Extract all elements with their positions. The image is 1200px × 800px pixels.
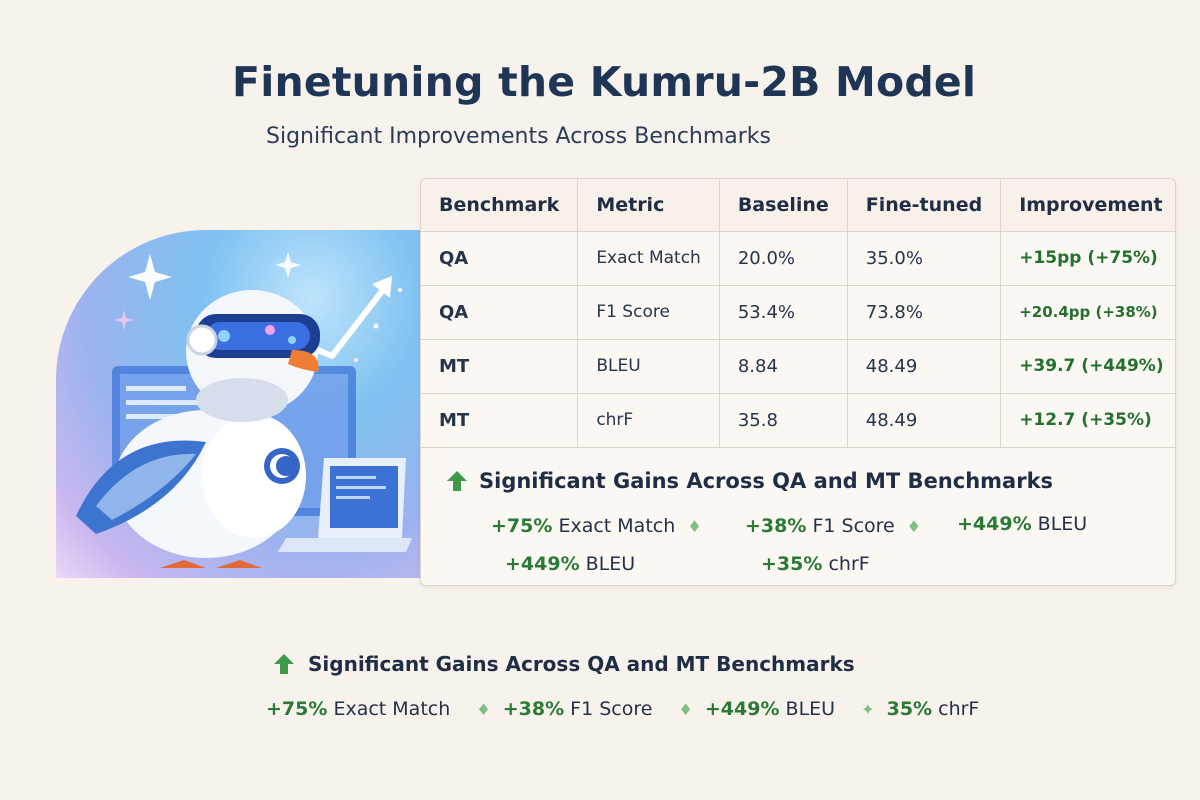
mascot-illustration: [56, 230, 420, 578]
cell-improvement: +15pp (+75%): [1000, 231, 1175, 286]
col-header-fine-tuned: Fine-tuned: [847, 179, 1002, 232]
card-gains-heading-text: Significant Gains Across QA and MT Bench…: [479, 469, 1054, 493]
cell-baseline: 35.8: [719, 393, 848, 448]
bird-mascot-icon: [76, 252, 412, 568]
gain-chip: 35% chrF: [887, 698, 980, 720]
sparkle-icon: ✦: [861, 700, 875, 719]
col-header-baseline: Baseline: [719, 179, 848, 232]
page-title: Finetuning the Kumru-2B Model: [232, 58, 977, 106]
diamond-icon: ♦: [687, 517, 702, 536]
gain-label: Exact Match: [558, 515, 676, 537]
diamond-icon: ♦: [476, 700, 491, 719]
cell-improvement: +12.7 (+35%): [1000, 393, 1175, 448]
cell-fine-tuned: 35.0%: [847, 231, 1002, 286]
gain-percent: +449%: [505, 553, 580, 575]
gain-chip: +449% BLEU: [957, 513, 1087, 535]
cell-metric: BLEU: [577, 339, 720, 394]
cell-benchmark: QA: [421, 231, 579, 286]
gain-percent: +449%: [704, 698, 780, 720]
col-header-benchmark: Benchmark: [421, 179, 579, 232]
col-header-improvement: Improvement: [1000, 179, 1175, 232]
diamond-icon: ♦: [678, 700, 693, 719]
gain-label: F1 Score: [812, 515, 895, 537]
gain-percent: +449%: [957, 513, 1032, 535]
cell-improvement: +20.4pp (+38%): [1000, 285, 1175, 340]
gain-label: BLEU: [785, 698, 836, 720]
gain-percent: 35%: [886, 698, 933, 720]
gain-chip: +75% Exact Match ♦: [491, 515, 708, 537]
table-row: MT chrF 35.8 48.49 +12.7 (+35%): [421, 393, 1175, 448]
cell-metric: F1 Score: [577, 285, 720, 340]
table-header-row: Benchmark Metric Baseline Fine-tuned Imp…: [421, 179, 1175, 232]
cell-metric: chrF: [577, 393, 720, 448]
gain-percent: +38%: [745, 515, 807, 537]
cell-benchmark: MT: [421, 393, 579, 448]
gain-chip: +75% Exact Match: [266, 698, 456, 720]
gain-percent: +75%: [266, 698, 328, 720]
gain-chip: +35% chrF: [761, 553, 870, 575]
gain-percent: +75%: [491, 515, 553, 537]
gain-chip: +38% F1 Score ♦: [745, 515, 927, 537]
cell-benchmark: QA: [421, 285, 579, 340]
gain-label: chrF: [938, 698, 980, 720]
gain-chip: +449% BLEU: [705, 698, 841, 720]
cell-baseline: 53.4%: [719, 285, 848, 340]
arrow-up-icon: [447, 471, 467, 491]
table-row: QA Exact Match 20.0% 35.0% +15pp (+75%): [421, 231, 1175, 286]
arrow-up-icon: [274, 654, 294, 674]
gain-label: Exact Match: [333, 698, 451, 720]
cell-baseline: 8.84: [719, 339, 848, 394]
gain-chip: +449% BLEU: [505, 553, 635, 575]
cell-metric: Exact Match: [577, 231, 720, 286]
card-gains-heading: Significant Gains Across QA and MT Bench…: [445, 469, 1053, 493]
gain-label: BLEU: [1037, 513, 1088, 535]
cell-fine-tuned: 48.49: [847, 339, 1002, 394]
results-card: Benchmark Metric Baseline Fine-tuned Imp…: [420, 178, 1176, 586]
cell-benchmark: MT: [421, 339, 579, 394]
cell-improvement: +39.7 (+449%): [1000, 339, 1175, 394]
gain-percent: +38%: [502, 698, 565, 720]
gain-percent: +35%: [761, 553, 823, 575]
gain-label: BLEU: [585, 553, 636, 575]
bottom-gains-heading-text: Significant Gains Across QA and MT Bench…: [308, 652, 855, 676]
results-table: Benchmark Metric Baseline Fine-tuned Imp…: [421, 179, 1175, 448]
cell-baseline: 20.0%: [719, 231, 848, 286]
bottom-gains-heading: Significant Gains Across QA and MT Bench…: [272, 652, 855, 676]
page-subtitle: Significant Improvements Across Benchmar…: [266, 124, 772, 149]
diamond-icon: ♦: [906, 517, 922, 536]
bottom-gains-row: +75% Exact Match ♦ +38% F1 Score ♦ +449%…: [266, 698, 993, 720]
cell-fine-tuned: 73.8%: [847, 285, 1002, 340]
gain-chip: +38% F1 Score: [503, 698, 659, 720]
gain-label: F1 Score: [570, 698, 653, 720]
cell-fine-tuned: 48.49: [847, 393, 1002, 448]
col-header-metric: Metric: [577, 179, 720, 232]
table-row: QA F1 Score 53.4% 73.8% +20.4pp (+38%): [421, 285, 1175, 340]
gain-label: chrF: [828, 553, 870, 575]
table-row: MT BLEU 8.84 48.49 +39.7 (+449%): [421, 339, 1175, 394]
